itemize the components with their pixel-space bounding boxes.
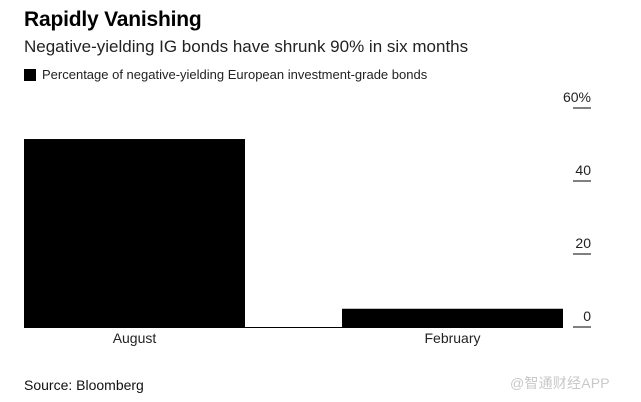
y-tick-label: 40 — [575, 162, 591, 178]
source-note: Source: Bloomberg — [24, 377, 144, 393]
x-tick-label: February — [424, 330, 480, 346]
legend: Percentage of negative-yielding European… — [24, 67, 427, 82]
bar-august — [24, 139, 245, 327]
legend-swatch — [24, 68, 36, 81]
chart-title: Rapidly Vanishing — [24, 8, 202, 31]
chart-subtitle: Negative-yielding IG bonds have shrunk 9… — [24, 37, 469, 56]
legend-label: Percentage of negative-yielding European… — [42, 67, 428, 82]
bar-february — [342, 308, 563, 327]
y-tick-label: 0 — [583, 308, 591, 324]
y-tick-label: 60% — [563, 89, 591, 105]
y-tick-label: 20 — [575, 235, 591, 251]
watermark: @智通财经APP — [510, 375, 610, 391]
x-tick-label: August — [113, 330, 157, 346]
